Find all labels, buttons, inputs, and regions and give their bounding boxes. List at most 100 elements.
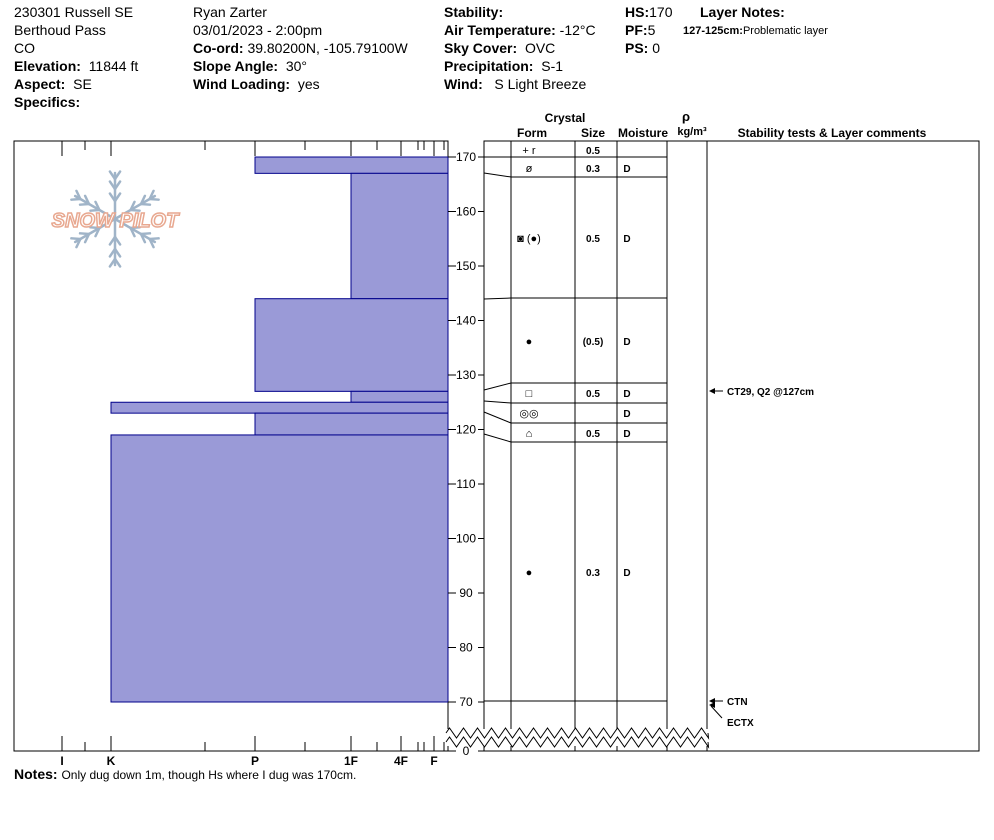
grain-size: (0.5) xyxy=(583,337,604,348)
flake-arm xyxy=(113,194,157,221)
flake-branch xyxy=(113,192,122,203)
hardness-tick-label: 4F xyxy=(394,754,408,768)
layer-connector xyxy=(483,433,512,443)
flake-branch xyxy=(148,189,155,201)
depth-tick-label: 100 xyxy=(456,532,476,546)
flake-branch xyxy=(83,232,91,244)
depth-tick-label: 140 xyxy=(456,314,476,328)
flake-branch xyxy=(129,226,141,230)
notes-text: Only dug down 1m, though Hs where I dug … xyxy=(61,768,357,782)
layer-connector xyxy=(483,400,512,404)
depth-tick-label: 120 xyxy=(456,423,476,437)
flake-branch xyxy=(129,226,136,238)
aspect: Aspect: SE xyxy=(14,76,92,92)
hardness-tick-label: P xyxy=(251,754,259,768)
layer-connector xyxy=(483,382,512,391)
depth-tick-label: 160 xyxy=(456,205,476,219)
axis-break xyxy=(445,727,710,749)
notes: Notes: Only dug down 1m, though Hs where… xyxy=(14,766,357,782)
observer: Ryan Zarter xyxy=(193,4,267,20)
depth-tick-label: 80 xyxy=(459,641,473,655)
layer-connector xyxy=(483,411,512,424)
header-col1: 230301 Russell SE Berthoud Pass CO Eleva… xyxy=(14,3,138,111)
elevation: Elevation: 11844 ft xyxy=(14,58,139,74)
flake-branch xyxy=(148,237,160,241)
grain-form: ø xyxy=(526,163,533,175)
state: CO xyxy=(14,40,35,56)
coordinates: Co-ord: 39.80200N, -105.79100W xyxy=(193,40,408,56)
grain-form: □ xyxy=(526,388,533,400)
axis-break-line xyxy=(445,736,710,749)
form-header: Form xyxy=(517,126,547,140)
pf: PF:5 xyxy=(625,22,656,38)
flake-branch xyxy=(113,257,122,268)
flake-arm xyxy=(73,217,117,244)
flake-branch xyxy=(78,232,91,236)
air-temperature: Air Temperature: -12°C xyxy=(444,22,596,38)
grain-form: + r xyxy=(522,145,535,157)
hardness-bar xyxy=(110,434,449,703)
stability-header: Stability tests & Layer comments xyxy=(738,126,927,140)
flake-branch xyxy=(70,237,82,241)
header-col4: HS:170 PF:5 PS: 0 xyxy=(625,3,672,57)
flake-branch xyxy=(113,170,122,181)
flake-branch xyxy=(148,197,160,201)
hardness-tick-label: 1F xyxy=(344,754,358,768)
hardness-bars xyxy=(110,156,449,703)
crystal-header: Crystal xyxy=(545,111,586,125)
flake-branch xyxy=(108,180,117,191)
pit-title: 230301 Russell SE xyxy=(14,4,134,20)
datetime: 03/01/2023 - 2:00pm xyxy=(193,22,323,38)
depth-tick-label: 110 xyxy=(456,477,475,491)
flake-branch xyxy=(108,257,117,268)
header-col2: Ryan Zarter 03/01/2023 - 2:00pm Co-ord: … xyxy=(193,3,408,93)
hardness-axis: I K P 1F 4F F xyxy=(60,141,445,768)
layer-connector xyxy=(483,297,512,300)
flake-branch xyxy=(139,232,152,236)
location: Berthoud Pass xyxy=(14,22,106,38)
depth-axis: 0 70 80 90 100 110 120 130 140 150 160 170 xyxy=(448,150,484,758)
test-arrowhead xyxy=(709,702,715,708)
grain-form: ◙ (●) xyxy=(517,233,541,245)
axis-break-line xyxy=(445,727,710,740)
chart-frame: SNOW PILOT Crystal Form Size Moisture ρ … xyxy=(13,109,980,752)
flake-branch xyxy=(113,180,122,191)
hardness-bar xyxy=(350,390,449,403)
flake-branch xyxy=(139,194,147,206)
slope-angle: Slope Angle: 30° xyxy=(193,58,307,74)
snowflake-icon xyxy=(70,170,160,268)
hardness-bar xyxy=(110,401,449,414)
layer-table: + r 0.5 ø 0.3 D ◙ (●) 0.5 D ● (0.5) D □ 0.5 D ◎◎ D ⌂ 0.5 D… xyxy=(483,145,667,702)
flake-branch xyxy=(89,208,101,212)
grain-size: 0.5 xyxy=(586,429,600,440)
moisture-value: D xyxy=(623,568,630,579)
layer-note: 127-125cm:Problematic layer xyxy=(683,25,828,37)
rho-header: ρ xyxy=(682,109,690,124)
flake-branch xyxy=(70,197,82,201)
flake-branch xyxy=(94,200,101,212)
size-header: Size xyxy=(581,126,605,140)
moisture-value: D xyxy=(623,389,630,400)
stability-test-label: ECTX xyxy=(727,718,754,729)
wind: Wind: S Light Breeze xyxy=(444,76,587,92)
hardness-bar xyxy=(254,298,449,392)
depth-tick-label: 0 xyxy=(463,744,470,758)
moisture-header: Moisture xyxy=(618,126,668,140)
flake-branch xyxy=(75,189,82,201)
flake-arm xyxy=(73,194,117,221)
flake-branch xyxy=(108,192,117,203)
hardness-bar xyxy=(254,156,449,174)
flake-branch xyxy=(129,200,136,212)
wind-loading: Wind Loading: yes xyxy=(193,76,320,92)
flake-branch xyxy=(94,226,101,238)
stability-test-label: CT29, Q2 @127cm xyxy=(727,387,814,398)
logo-text: SNOW PILOT xyxy=(52,210,180,232)
moisture-value: D xyxy=(623,164,630,175)
hardness-tick-label: I xyxy=(60,754,63,768)
moisture-value: D xyxy=(623,429,630,440)
moisture-value: D xyxy=(623,234,630,245)
density-unit-header: kg/m³ xyxy=(677,126,707,138)
stability-tests: CT29, Q2 @127cm CTN ECTX xyxy=(709,387,814,729)
grain-size: 0.3 xyxy=(586,568,600,579)
